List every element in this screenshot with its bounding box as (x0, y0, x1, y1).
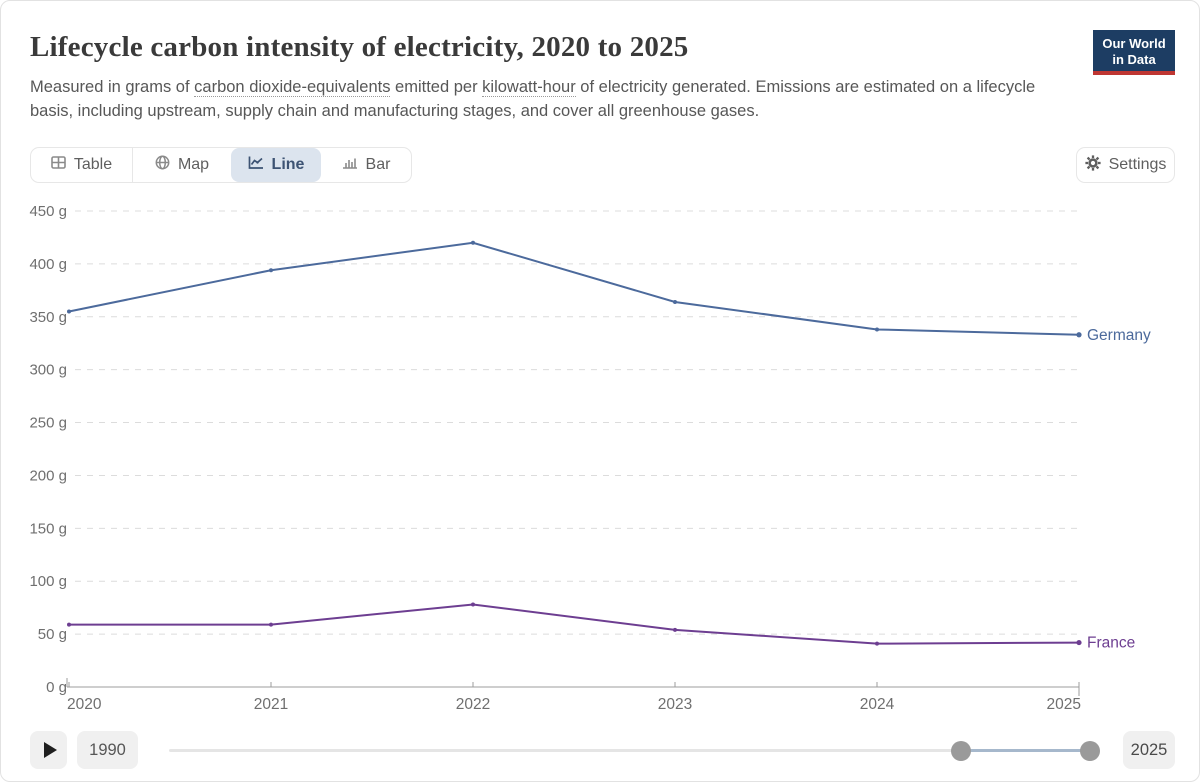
data-point-germany[interactable] (67, 309, 71, 314)
data-point-france[interactable] (471, 602, 475, 607)
data-point-germany[interactable] (875, 327, 879, 332)
series-line-france[interactable] (69, 603, 1080, 645)
subtitle-text: emitted per (390, 78, 483, 96)
y-axis-tick-label: 250 g (29, 415, 67, 432)
tab-label: Table (73, 156, 113, 173)
data-point-germany[interactable] (269, 268, 273, 273)
timeline-start-year-button[interactable]: 1990 (77, 731, 138, 769)
y-axis-tick-label: 200 g (29, 467, 67, 484)
tab-label: Map (177, 156, 210, 173)
subtitle-text: of electricity generated. Emissions are … (30, 78, 1036, 120)
y-axis-tick-label: 150 g (29, 520, 67, 537)
bar-chart-icon (342, 155, 358, 175)
data-point-france[interactable] (269, 622, 273, 627)
x-axis-tick-label: 2024 (860, 696, 895, 713)
y-axis-tick-label: 450 g (29, 203, 67, 220)
globe-icon (155, 155, 170, 175)
y-axis-tick-label: 50 g (38, 626, 67, 643)
view-tab-bar: Table Map Line Bar (30, 147, 412, 183)
play-icon (43, 742, 57, 758)
data-point-france[interactable] (875, 641, 879, 646)
data-point-germany[interactable] (673, 299, 677, 304)
data-point-france[interactable] (673, 627, 677, 632)
tab-bar-chart[interactable]: Bar (321, 148, 411, 182)
series-label-france[interactable]: France (1087, 635, 1135, 652)
line-chart-canvas[interactable]: 0 g 50 g 100 g 150 g 200 g 250 g 300 g 350 g 400… (1, 191, 1200, 726)
line-chart-icon (248, 155, 264, 175)
timeline-handle-end[interactable] (1080, 741, 1100, 761)
timeline-selected-range[interactable] (961, 749, 1090, 752)
data-point-germany[interactable] (1076, 332, 1082, 338)
data-point-france[interactable] (67, 622, 71, 627)
y-axis-tick-label: 0 g (46, 679, 67, 696)
tab-label: Bar (365, 156, 391, 173)
owid-logo[interactable]: Our World in Data (1093, 30, 1175, 75)
tab-map[interactable]: Map (132, 148, 231, 182)
logo-line1: Our World (1102, 36, 1166, 51)
timeline-handle-start[interactable] (951, 741, 971, 761)
y-axis-tick-label: 100 g (29, 573, 67, 590)
tab-line[interactable]: Line (231, 148, 321, 182)
logo-line2: in Data (1112, 52, 1156, 67)
x-axis-tick-label: 2021 (254, 696, 288, 713)
x-axis-tick-label: 2025 (1047, 696, 1081, 713)
data-point-france[interactable] (1076, 639, 1082, 646)
timeline-end-year-button[interactable]: 2025 (1123, 731, 1175, 769)
tab-label: Line (271, 156, 305, 173)
table-icon (51, 155, 66, 175)
tab-table[interactable]: Table (31, 148, 132, 182)
subtitle-text: Measured in grams of (30, 78, 195, 96)
term-carbon-dioxide-equivalents[interactable]: carbon dioxide-equivalents (194, 78, 391, 97)
page-title: Lifecycle carbon intensity of electricit… (30, 31, 689, 63)
x-axis-tick-label: 2020 (67, 696, 102, 713)
y-axis-tick-label: 350 g (29, 309, 67, 326)
settings-label: Settings (1108, 156, 1167, 173)
settings-button[interactable]: Settings (1076, 147, 1175, 183)
term-kilowatt-hour[interactable]: kilowatt-hour (482, 78, 576, 97)
x-axis-tick-label: 2023 (658, 696, 692, 713)
play-button[interactable] (30, 731, 67, 769)
y-axis-tick-label: 400 g (29, 256, 67, 273)
y-axis-tick-label: 300 g (29, 362, 67, 379)
series-line-germany[interactable] (68, 241, 1080, 336)
data-point-germany[interactable] (471, 240, 475, 245)
timeline-track[interactable] (169, 749, 1093, 752)
gear-icon (1084, 154, 1101, 176)
chart-subtitle: Measured in grams of carbon dioxide-equi… (30, 75, 1078, 123)
x-axis-tick-label: 2022 (456, 696, 490, 713)
series-label-germany[interactable]: Germany (1087, 327, 1151, 344)
